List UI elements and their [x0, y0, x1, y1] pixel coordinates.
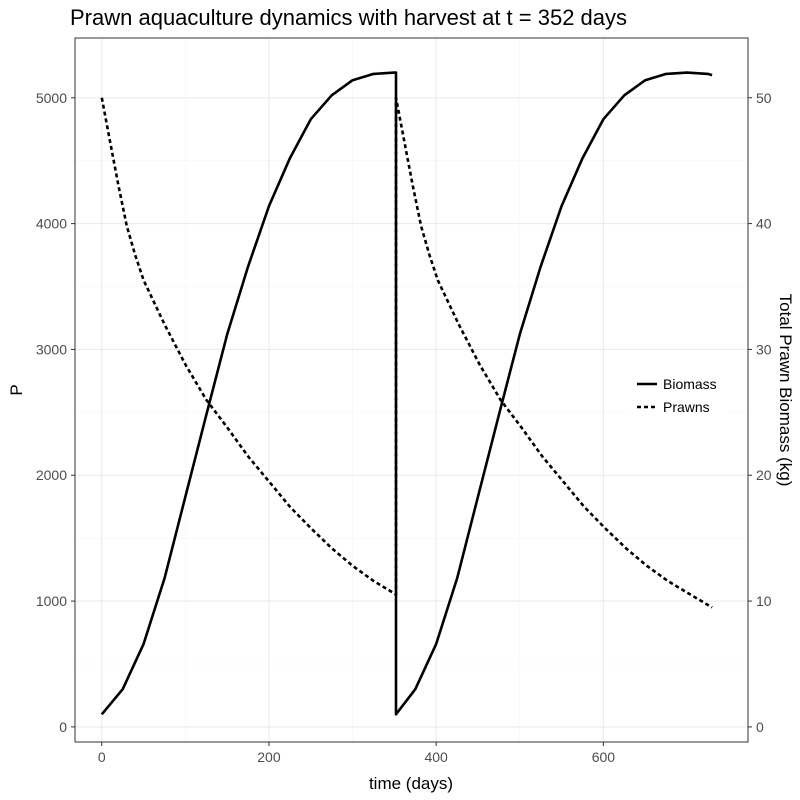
- axes: 0 200 400 600 0 1000 2000 3000 4000 5000 0 10 20 30 40…: [36, 90, 772, 765]
- y-tick-label: 3000: [36, 341, 67, 357]
- y-tick-label: 0: [59, 719, 67, 735]
- y2-tick-label: 30: [756, 341, 772, 357]
- y-axis-title: P: [7, 384, 26, 395]
- legend-label-biomass: Biomass: [663, 376, 717, 392]
- x-axis-title: time (days): [369, 774, 453, 793]
- x-tick-label: 0: [98, 749, 106, 765]
- legend: Biomass Prawns: [628, 368, 730, 420]
- y2-tick-label: 10: [756, 593, 772, 609]
- legend-background: [628, 368, 730, 420]
- series-layer: [100, 71, 713, 716]
- panel-border: [74, 37, 749, 743]
- y2-tick-label: 0: [756, 719, 764, 735]
- y2-tick-label: 40: [756, 216, 772, 232]
- x-tick-label: 200: [257, 749, 281, 765]
- y-tick-label: 1000: [36, 593, 67, 609]
- y-tick-label: 2000: [36, 467, 67, 483]
- y2-tick-label: 50: [756, 90, 772, 106]
- grid: [75, 38, 748, 742]
- legend-label-prawns: Prawns: [663, 399, 710, 415]
- y-tick-label: 5000: [36, 90, 67, 106]
- x-tick-label: 400: [424, 749, 448, 765]
- y2-axis-title: Total Prawn Biomass (kg): [776, 294, 795, 487]
- y-tick-label: 4000: [36, 216, 67, 232]
- x-tick-label: 600: [592, 749, 616, 765]
- series-line-biomass: [100, 71, 713, 716]
- chart-title: Prawn aquaculture dynamics with harvest …: [70, 5, 627, 30]
- y2-tick-label: 20: [756, 467, 772, 483]
